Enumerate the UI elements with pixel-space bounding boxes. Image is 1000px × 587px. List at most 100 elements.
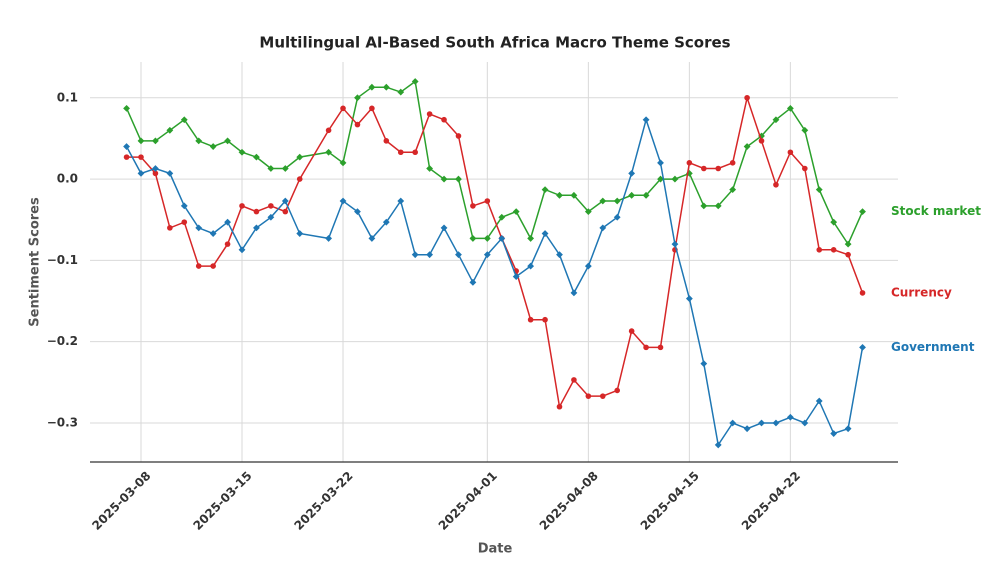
point	[744, 94, 750, 101]
series-line	[125, 117, 864, 447]
point	[339, 159, 347, 167]
point	[556, 251, 563, 259]
point	[628, 328, 635, 334]
point	[743, 425, 751, 433]
point	[166, 126, 174, 134]
point	[815, 397, 823, 405]
point	[642, 116, 650, 124]
point	[397, 88, 405, 96]
x-tick-label: 2025-03-15	[190, 469, 254, 533]
point	[584, 262, 592, 270]
point	[714, 202, 722, 210]
point	[180, 116, 188, 124]
point	[238, 148, 246, 156]
x-tick-label: 2025-04-08	[537, 469, 601, 533]
point	[787, 149, 794, 156]
point	[743, 143, 751, 150]
point	[426, 165, 434, 172]
point	[455, 133, 462, 139]
point	[830, 218, 838, 226]
point	[195, 263, 202, 269]
point	[369, 105, 375, 112]
x-axis-label: Date	[478, 542, 513, 557]
point	[426, 111, 433, 117]
point	[267, 165, 275, 172]
point	[483, 251, 491, 259]
point	[296, 153, 304, 161]
point	[585, 393, 592, 399]
point	[412, 149, 418, 156]
point	[772, 116, 780, 124]
point	[527, 235, 535, 242]
point	[469, 278, 477, 286]
point	[570, 191, 578, 199]
x-tick-label: 2025-04-01	[436, 469, 500, 533]
point	[685, 295, 693, 302]
point	[368, 83, 376, 91]
point	[238, 246, 246, 254]
point	[152, 170, 159, 177]
point	[382, 218, 390, 226]
point	[253, 208, 260, 215]
point	[657, 175, 664, 183]
point	[527, 262, 535, 270]
point	[571, 377, 577, 383]
point	[657, 159, 664, 167]
point	[844, 240, 852, 248]
point	[815, 186, 823, 194]
point	[599, 393, 606, 399]
point	[628, 191, 636, 199]
point	[383, 138, 390, 144]
point	[512, 208, 520, 215]
point	[281, 165, 289, 172]
point	[166, 169, 174, 177]
series-label: Currency	[891, 285, 952, 299]
point	[224, 241, 231, 247]
point	[440, 224, 448, 232]
x-tick-label: 2025-03-22	[291, 469, 355, 533]
point	[498, 235, 506, 242]
point	[167, 225, 173, 231]
point	[253, 153, 260, 161]
point	[152, 165, 159, 172]
point	[614, 387, 621, 394]
point	[325, 148, 332, 156]
point	[599, 224, 607, 232]
point	[801, 126, 809, 134]
x-tick-label: 2025-04-15	[638, 469, 702, 533]
point	[613, 197, 621, 205]
point	[845, 251, 851, 258]
point	[440, 175, 448, 183]
point	[123, 154, 130, 160]
point	[642, 191, 650, 199]
y-tick-label: 0.0	[57, 172, 78, 186]
point	[224, 218, 231, 226]
point	[397, 149, 404, 156]
point	[195, 224, 203, 232]
point	[772, 419, 780, 427]
point	[209, 143, 217, 150]
y-axis-label: Sentiment Scores	[28, 197, 43, 327]
point	[209, 230, 217, 237]
point	[455, 251, 462, 259]
point	[729, 419, 737, 427]
point	[368, 235, 376, 242]
point	[469, 235, 477, 242]
chart-title: Multilingual AI-Based South Africa Macro…	[259, 34, 730, 52]
point	[282, 208, 289, 215]
point	[281, 197, 289, 205]
point	[180, 202, 188, 210]
y-tick-label: −0.2	[47, 334, 78, 348]
point	[729, 160, 736, 166]
point	[224, 137, 231, 145]
point	[830, 247, 837, 253]
point	[267, 213, 275, 221]
point	[758, 419, 765, 427]
point	[484, 198, 491, 204]
point	[802, 165, 808, 172]
point	[498, 213, 506, 221]
point	[570, 289, 578, 297]
point	[411, 78, 419, 85]
point	[354, 94, 361, 102]
point	[859, 208, 866, 215]
